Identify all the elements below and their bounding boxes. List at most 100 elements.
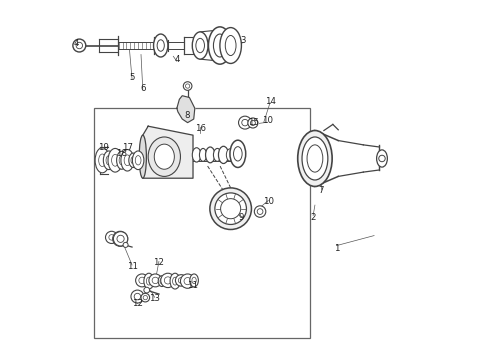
Ellipse shape: [230, 140, 245, 167]
Ellipse shape: [302, 137, 328, 180]
Text: 19: 19: [98, 143, 109, 152]
Ellipse shape: [95, 148, 109, 173]
Ellipse shape: [131, 157, 135, 164]
Text: 8: 8: [185, 111, 191, 120]
Polygon shape: [143, 126, 193, 178]
Ellipse shape: [121, 149, 134, 171]
Ellipse shape: [219, 146, 228, 163]
Text: 17: 17: [122, 143, 133, 152]
Ellipse shape: [257, 209, 263, 215]
Ellipse shape: [214, 148, 221, 161]
Text: 12: 12: [132, 299, 143, 308]
Circle shape: [186, 84, 190, 88]
Circle shape: [76, 42, 82, 49]
Circle shape: [183, 82, 192, 90]
Ellipse shape: [192, 148, 201, 162]
Ellipse shape: [172, 277, 177, 285]
Ellipse shape: [196, 39, 204, 53]
Ellipse shape: [139, 135, 147, 178]
Text: 14: 14: [265, 96, 275, 105]
Ellipse shape: [153, 34, 168, 57]
Ellipse shape: [119, 156, 124, 165]
Ellipse shape: [170, 273, 180, 289]
Ellipse shape: [108, 148, 122, 172]
Ellipse shape: [175, 275, 187, 286]
Ellipse shape: [254, 206, 266, 217]
Ellipse shape: [298, 131, 332, 186]
Circle shape: [73, 39, 86, 52]
Text: 6: 6: [140, 84, 146, 93]
Ellipse shape: [120, 237, 123, 240]
Bar: [95, 108, 310, 338]
Ellipse shape: [180, 274, 195, 288]
Text: 7: 7: [318, 186, 324, 195]
Text: 2: 2: [310, 213, 316, 222]
Ellipse shape: [226, 149, 234, 161]
Ellipse shape: [98, 154, 106, 167]
Ellipse shape: [164, 277, 171, 284]
Ellipse shape: [248, 118, 258, 128]
Ellipse shape: [109, 235, 114, 240]
Ellipse shape: [208, 27, 231, 64]
Ellipse shape: [239, 116, 251, 129]
Ellipse shape: [205, 147, 215, 163]
Ellipse shape: [215, 193, 246, 225]
Ellipse shape: [112, 154, 119, 166]
Ellipse shape: [242, 120, 248, 126]
Ellipse shape: [113, 231, 128, 246]
Ellipse shape: [124, 155, 131, 166]
Circle shape: [379, 155, 385, 162]
Ellipse shape: [103, 151, 114, 170]
Ellipse shape: [234, 147, 242, 161]
Ellipse shape: [377, 150, 388, 167]
Text: 16: 16: [195, 123, 206, 132]
Ellipse shape: [135, 156, 141, 165]
Text: 11: 11: [126, 262, 138, 271]
Text: 4: 4: [174, 55, 180, 64]
Ellipse shape: [199, 148, 207, 161]
Text: 9: 9: [239, 213, 244, 222]
Ellipse shape: [136, 274, 148, 287]
Ellipse shape: [117, 151, 126, 169]
Ellipse shape: [148, 137, 180, 176]
Ellipse shape: [161, 273, 175, 288]
Ellipse shape: [147, 277, 151, 285]
Ellipse shape: [178, 278, 184, 283]
Ellipse shape: [129, 153, 137, 167]
Ellipse shape: [307, 145, 323, 172]
Ellipse shape: [190, 274, 198, 287]
Circle shape: [131, 290, 144, 303]
Circle shape: [143, 296, 147, 300]
Ellipse shape: [118, 235, 125, 242]
Circle shape: [113, 231, 128, 246]
Ellipse shape: [214, 34, 226, 57]
Ellipse shape: [154, 144, 174, 169]
Text: 10: 10: [262, 116, 273, 125]
Text: 11: 11: [188, 281, 198, 290]
Circle shape: [144, 287, 149, 293]
Ellipse shape: [139, 277, 146, 284]
Ellipse shape: [192, 277, 196, 284]
Text: 3: 3: [241, 36, 246, 45]
Text: 12: 12: [153, 258, 165, 267]
Ellipse shape: [220, 199, 241, 219]
Polygon shape: [177, 96, 195, 123]
Circle shape: [123, 242, 128, 247]
Text: 13: 13: [149, 294, 160, 303]
Ellipse shape: [144, 273, 154, 289]
Ellipse shape: [149, 274, 162, 287]
Ellipse shape: [220, 28, 242, 63]
Circle shape: [134, 293, 141, 300]
Ellipse shape: [184, 278, 191, 285]
Ellipse shape: [117, 235, 123, 242]
Ellipse shape: [152, 277, 159, 284]
Ellipse shape: [106, 156, 111, 165]
Circle shape: [141, 293, 149, 302]
Ellipse shape: [132, 151, 144, 170]
Ellipse shape: [192, 32, 208, 59]
Ellipse shape: [157, 40, 164, 51]
Text: 5: 5: [129, 73, 135, 82]
Ellipse shape: [210, 188, 251, 229]
Circle shape: [117, 235, 124, 242]
Text: 4: 4: [74, 39, 79, 48]
